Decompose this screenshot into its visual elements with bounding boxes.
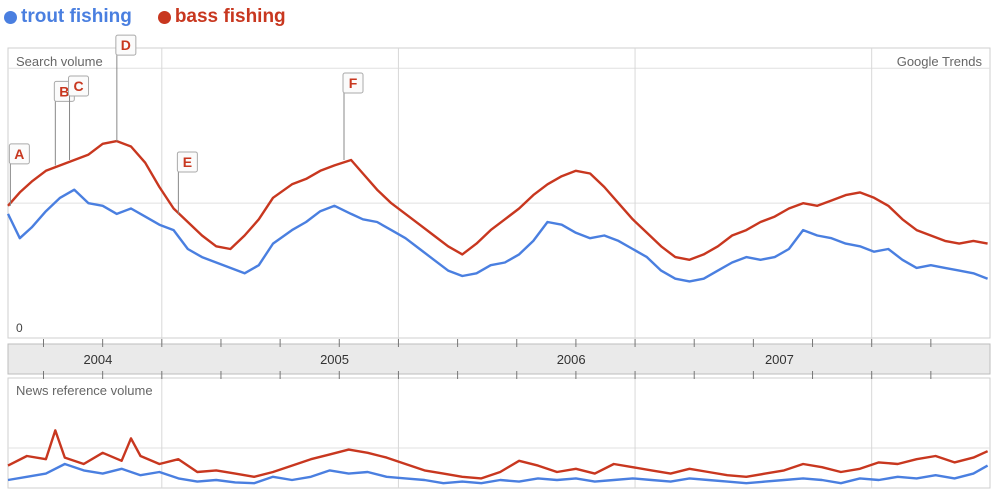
search-series-bass	[7, 139, 988, 261]
news-panel-title: News reference volume	[16, 383, 153, 398]
annotation-label-E: E	[183, 154, 192, 170]
year-tick-label-2004: 2004	[83, 352, 112, 367]
legend: trout fishing bass fishing	[4, 6, 286, 28]
year-tick-label-2006: 2006	[557, 352, 586, 367]
date-axis-band	[7, 343, 991, 375]
legend-item-bass[interactable]: bass fishing	[157, 6, 286, 28]
annotation-flag-E	[176, 151, 198, 173]
annotation-label-B: B	[59, 83, 69, 99]
search-panel-frame	[7, 47, 991, 339]
year-tick-label-2005: 2005	[320, 352, 349, 367]
y-zero-label: 0	[16, 321, 23, 335]
annotation-label-F: F	[349, 75, 358, 91]
news-series-bass	[7, 429, 989, 480]
legend-label-trout: trout fishing	[21, 6, 132, 27]
google-trends-brand: Google Trends	[897, 54, 983, 69]
year-tick-label-2007: 2007	[765, 352, 794, 367]
annotation-label-A: A	[14, 146, 24, 162]
legend-label-bass: bass fishing	[174, 6, 286, 27]
bass-dot-icon	[157, 10, 171, 24]
legend-item-trout[interactable]: trout fishing	[4, 6, 132, 28]
annotation-flag-D	[115, 34, 137, 56]
annotation-flag-A	[8, 143, 30, 165]
annotation-label-C: C	[73, 78, 83, 94]
search-series-trout	[6, 188, 989, 283]
news-series-trout	[7, 462, 989, 485]
trout-dot-icon	[4, 10, 17, 24]
search-panel-title: Search volume	[16, 54, 103, 69]
annotation-flag-F	[342, 72, 364, 94]
annotation-flag-C	[68, 75, 90, 97]
annotation-label-D: D	[121, 37, 131, 53]
news-panel-frame	[7, 377, 991, 489]
